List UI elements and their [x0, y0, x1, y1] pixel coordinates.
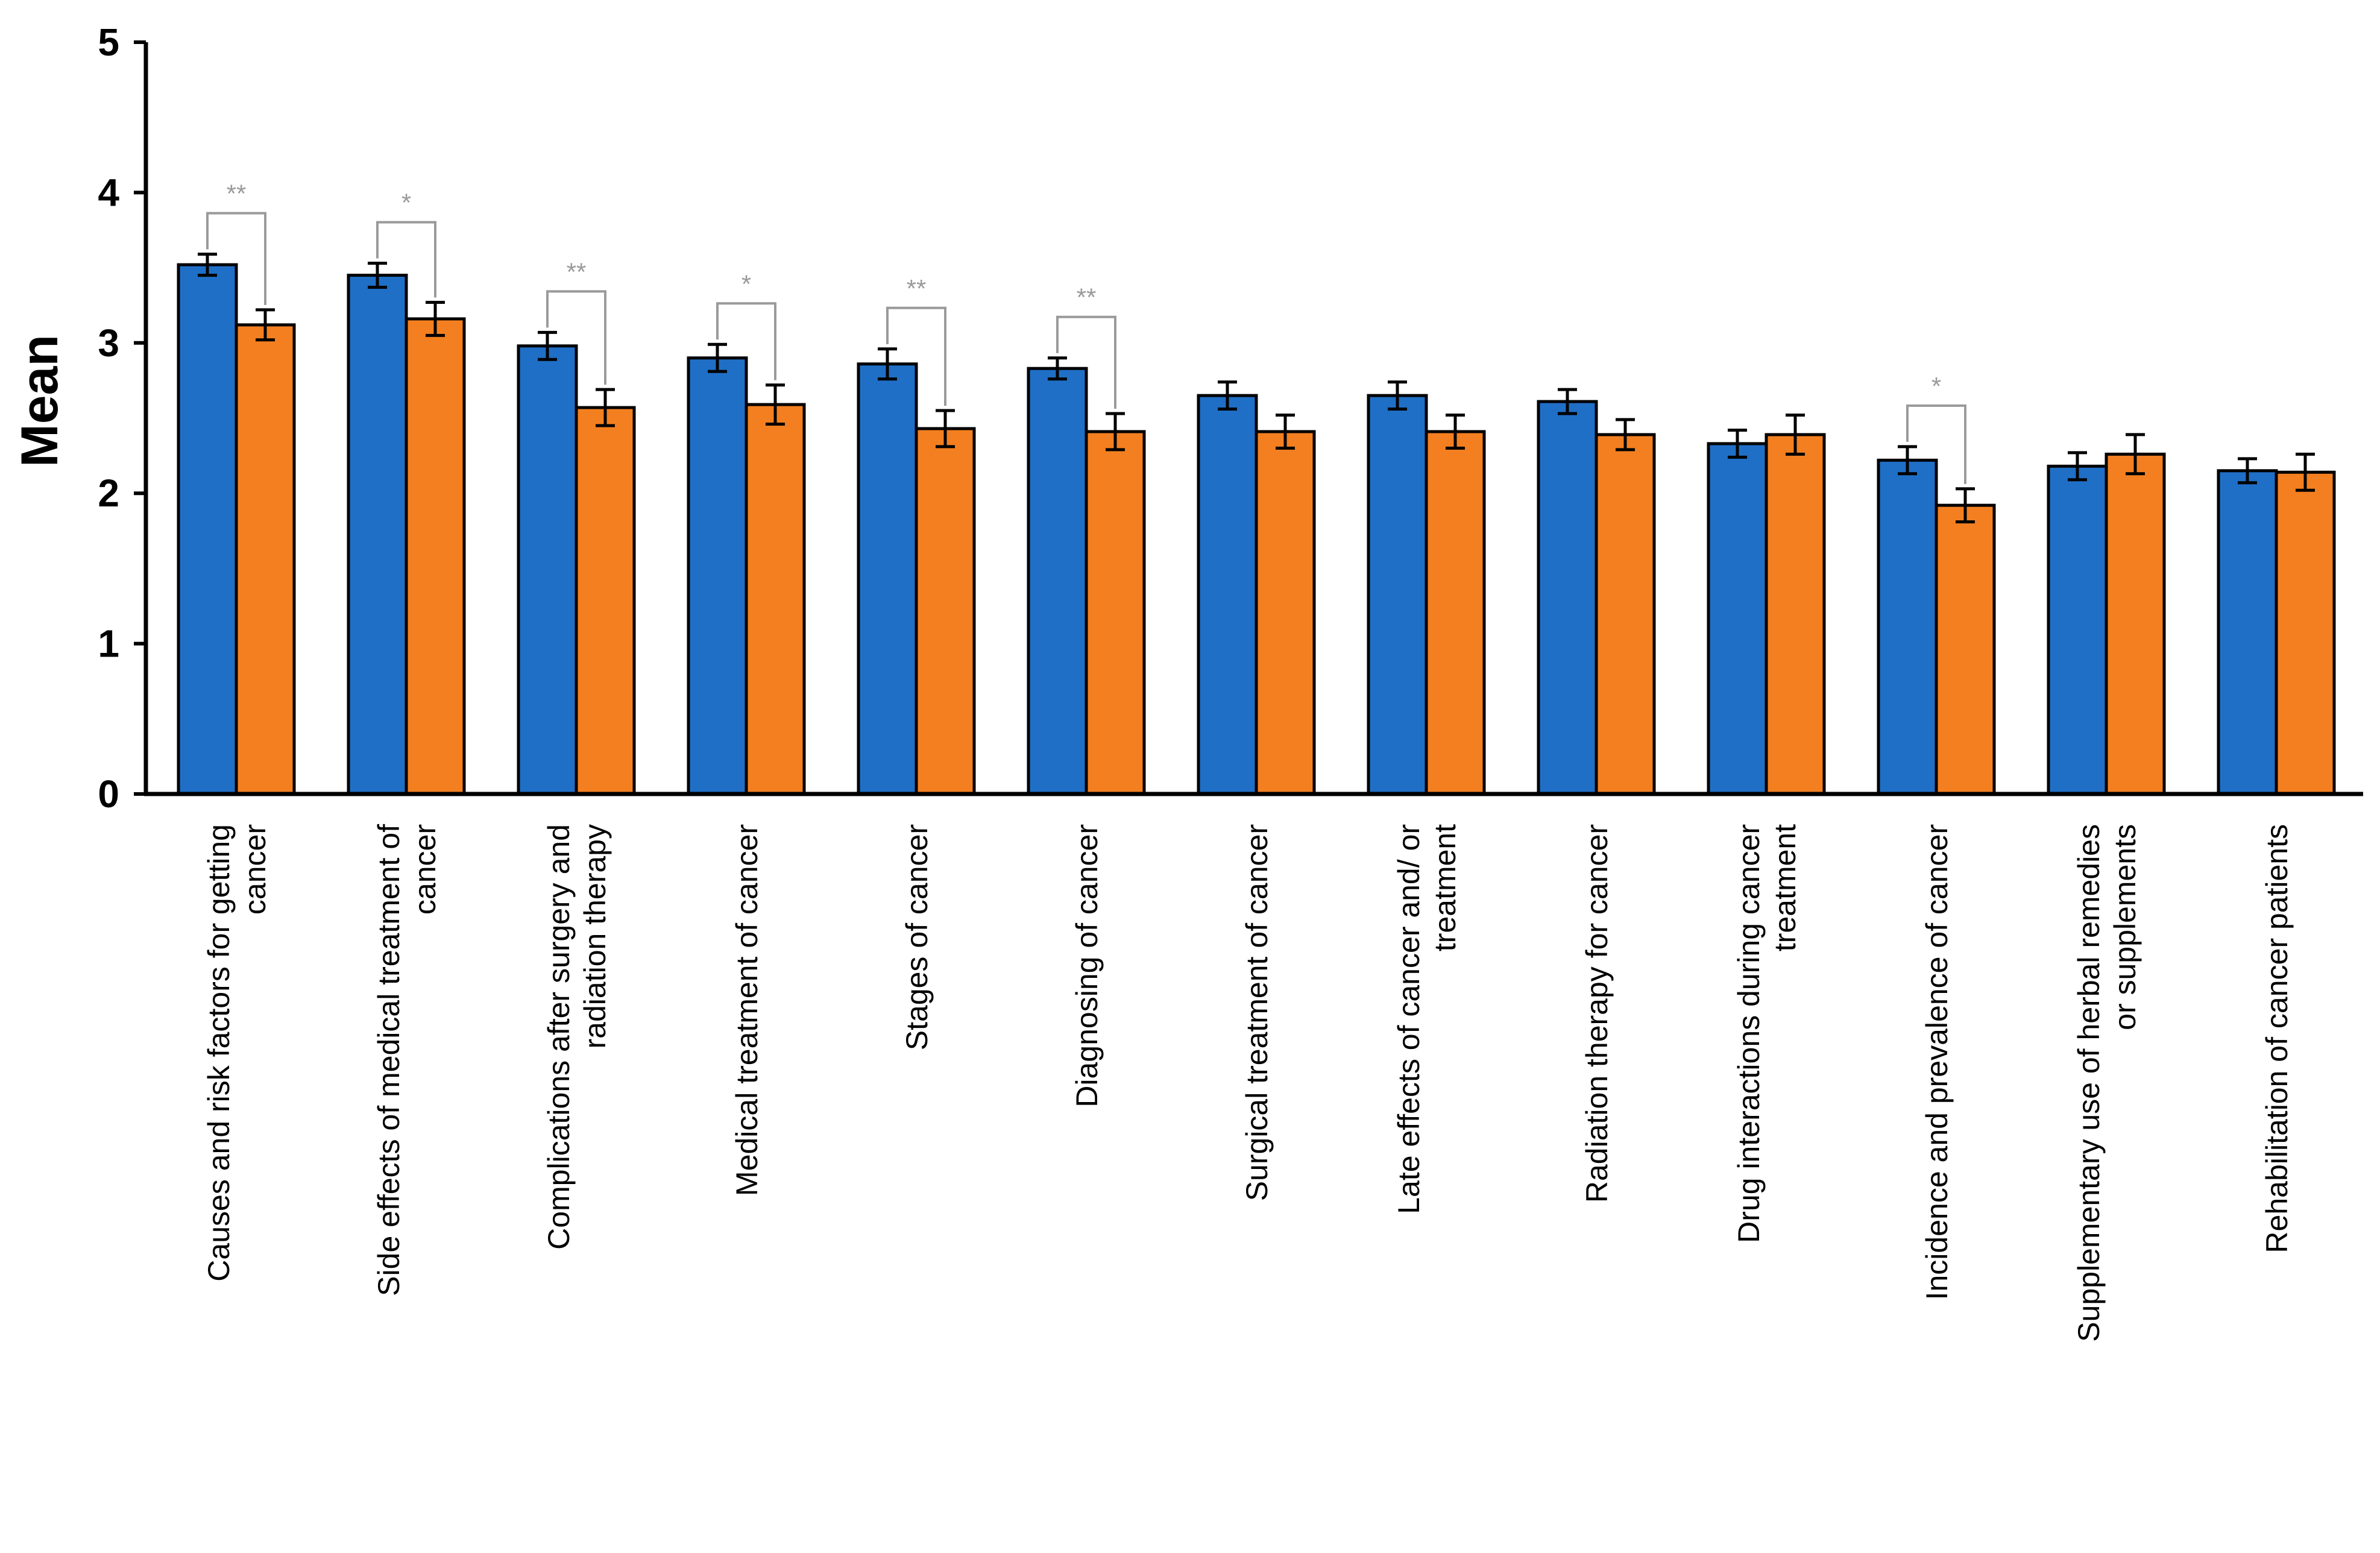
significance-bracket	[206, 212, 266, 305]
y-tick-label: 2	[98, 471, 119, 515]
category-label: Side effects of medical treatment of canc…	[372, 824, 442, 1296]
bar-series-1	[2217, 469, 2278, 796]
category-label-line: Radiation therapy for cancer	[1580, 824, 1614, 1203]
category-label: Incidence and prevalence of cancer	[1920, 824, 1954, 1300]
category-label: Medical treatment of cancer	[730, 824, 764, 1196]
bar-series-2	[745, 403, 806, 796]
bar-series-1	[1197, 394, 1258, 796]
bar-series-2	[405, 317, 466, 796]
significance-label: **	[907, 274, 927, 303]
category-label-line: or supplements	[2108, 824, 2142, 1030]
bar-series-2	[1935, 503, 1996, 796]
category-label-line: Rehabilitation of cancer patients	[2260, 824, 2294, 1253]
significance-bracket	[886, 306, 946, 406]
significance-bracket	[716, 302, 776, 380]
category-label: Rehabilitation of cancer patients	[2260, 824, 2294, 1253]
category-label: Surgical treatment of cancer	[1240, 824, 1274, 1201]
category-label: Late effects of cancer and/ or treatment	[1392, 824, 1462, 1214]
bar-series-1	[1877, 458, 1938, 796]
category-label: Complications after surgery and radiation…	[542, 824, 612, 1250]
y-tick-label: 5	[98, 20, 119, 64]
category-label-line: radiation therapy	[578, 824, 612, 1048]
category-label-line: cancer	[238, 824, 272, 915]
bar-series-2	[2275, 470, 2336, 796]
category-label-line: Surgical treatment of cancer	[1240, 824, 1274, 1201]
bar-series-1	[1707, 442, 1768, 796]
category-label: Drug interactions during cancer treatment	[1732, 824, 1802, 1243]
bar-series-2	[915, 427, 976, 796]
significance-bracket	[546, 290, 606, 385]
significance-label: *	[401, 189, 411, 217]
category-label: Supplementary use of herbal remedies or s…	[2072, 824, 2142, 1342]
y-tick-label: 3	[98, 321, 119, 365]
bar-series-2	[235, 323, 296, 796]
category-label-line: Incidence and prevalence of cancer	[1920, 824, 1954, 1300]
category-label-line: treatment	[1768, 824, 1802, 951]
y-axis-title: Mean	[11, 335, 69, 467]
significance-bracket	[1056, 315, 1116, 409]
significance-label: **	[1077, 283, 1097, 312]
category-label-line: Supplementary use of herbal remedies	[2072, 824, 2106, 1342]
category-label-line: Drug interactions during cancer	[1732, 824, 1766, 1243]
significance-bracket	[1906, 404, 1966, 484]
bar-series-1	[2047, 464, 2108, 796]
category-label-line: Side effects of medical treatment of	[372, 824, 406, 1296]
bar-series-1	[857, 362, 918, 796]
significance-label: *	[741, 269, 751, 298]
category-label-line: cancer	[408, 824, 442, 915]
significance-bracket	[376, 221, 436, 298]
category-label-line: Stages of cancer	[900, 824, 934, 1050]
significance-label: *	[1931, 372, 1941, 400]
category-label-line: Medical treatment of cancer	[730, 824, 764, 1196]
category-label: Causes and risk factors for getting cance…	[202, 824, 272, 1282]
bar-series-1	[1367, 394, 1428, 796]
bar-series-2	[1765, 433, 1826, 796]
category-label-line: Diagnosing of cancer	[1070, 824, 1104, 1107]
y-tick-label: 0	[98, 772, 119, 816]
category-label-line: Complications after surgery and	[542, 824, 576, 1250]
bar-series-1	[1537, 400, 1598, 796]
bar-series-2	[1595, 433, 1656, 796]
bar-series-1	[347, 274, 408, 796]
bar-series-1	[687, 356, 748, 796]
bar-series-2	[1425, 430, 1486, 796]
significance-label: **	[227, 180, 247, 208]
bar-series-1	[177, 263, 238, 796]
bar-series-2	[1255, 430, 1316, 796]
category-label: Stages of cancer	[900, 824, 934, 1050]
y-tick-label: 4	[98, 171, 119, 214]
y-tick-label: 1	[98, 622, 119, 666]
category-label: Radiation therapy for cancer	[1580, 824, 1614, 1203]
category-label: Diagnosing of cancer	[1070, 824, 1104, 1107]
bar-series-2	[1085, 430, 1146, 796]
bar-series-1	[1027, 367, 1088, 796]
bar-series-1	[517, 344, 578, 796]
category-label-line: treatment	[1428, 824, 1462, 951]
bar-series-2	[2105, 452, 2166, 796]
significance-label: **	[567, 257, 587, 286]
category-label-line: Causes and risk factors for getting	[202, 824, 236, 1282]
bar-series-2	[575, 406, 636, 796]
category-label-line: Late effects of cancer and/ or	[1392, 824, 1426, 1214]
